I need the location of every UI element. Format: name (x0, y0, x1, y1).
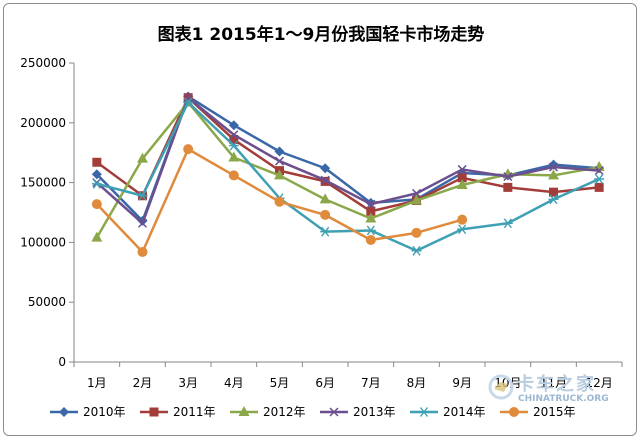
data-point-2014年-11月 (548, 194, 559, 205)
watermark-cn: 卡车之家 (516, 374, 596, 395)
series-line-2011年 (96, 96, 600, 213)
legend-label-2010年: 2010年 (83, 405, 126, 419)
y-tick-label: 200000 (20, 116, 66, 130)
data-point-2015年-5月 (274, 196, 285, 207)
x-tick-label: 4月 (224, 376, 244, 390)
data-point-2012年-11月 (548, 169, 559, 180)
watermark-logo: 卡车之家 CHINATRUCK.ORG (486, 370, 618, 414)
x-tick-label: 12月 (586, 376, 613, 390)
data-point-2014年-1月 (91, 178, 102, 189)
data-point-2011年-4月 (229, 135, 239, 145)
data-point-2013年-9月 (457, 164, 467, 174)
data-point-2011年-1月 (92, 157, 102, 167)
y-tick-label: 250000 (20, 56, 66, 70)
data-point-2014年-6月 (320, 226, 331, 237)
data-point-2013年-12月 (594, 166, 604, 176)
legend-label-2015年: 2015年 (533, 405, 576, 419)
data-point-2015年-9月 (457, 214, 468, 225)
data-point-2015年-7月 (365, 235, 376, 246)
data-point-2014年-4月 (228, 140, 239, 151)
data-point-2012年-1月 (91, 231, 103, 242)
x-tick-label: 6月 (315, 376, 335, 390)
data-point-2013年-2月 (137, 218, 148, 228)
data-point-2011年-9月 (457, 173, 467, 183)
data-point-2012年-8月 (411, 194, 422, 205)
data-point-2014年-3月 (183, 97, 194, 108)
data-point-2015年-6月 (320, 209, 331, 220)
data-point-2014年-8月 (411, 245, 422, 256)
data-point-2012年-7月 (365, 212, 377, 223)
data-point-2015年-4月 (228, 170, 239, 181)
data-point-2014年-9月 (457, 224, 468, 235)
data-point-2015年-1月 (91, 199, 102, 210)
data-point-2012年-4月 (228, 151, 240, 162)
x-tick-label: 3月 (178, 376, 198, 390)
legend-label-2014年: 2014年 (443, 405, 486, 419)
legend-marker-2011年 (149, 407, 159, 417)
watermark-en: CHINATRUCK.ORG (518, 394, 609, 404)
data-point-2012年-6月 (319, 193, 331, 204)
y-tick-label: 0 (58, 355, 66, 369)
data-point-2010年-5月 (274, 146, 285, 157)
data-point-2010年-6月 (320, 163, 331, 174)
legend-label-2012年: 2012年 (263, 405, 306, 419)
legend-marker-2015年 (509, 407, 519, 417)
data-point-2012年-2月 (137, 152, 148, 163)
series-line-2014年 (96, 101, 600, 253)
series-line-2010年 (95, 95, 600, 223)
x-tick-label: 7月 (361, 376, 381, 390)
data-point-2011年-12月 (594, 182, 604, 192)
y-tick-label: 100000 (20, 235, 66, 249)
data-point-2015年-2月 (137, 246, 148, 257)
y-tick-label: 50000 (28, 295, 66, 309)
data-point-2013年-8月 (411, 188, 422, 198)
data-point-2014年-12月 (594, 174, 605, 184)
series-line-2013年 (96, 96, 600, 225)
chart-title: 图表1 2015年1～9月份我国轻卡市场走势 (157, 25, 485, 45)
data-point-2014年-2月 (137, 190, 148, 201)
data-point-2013年-6月 (320, 175, 330, 185)
data-point-2011年-7月 (366, 206, 376, 216)
x-tick-label: 1月 (87, 376, 107, 390)
data-point-2011年-11月 (549, 187, 558, 197)
legend-label-2013年: 2013年 (353, 405, 396, 419)
data-point-2014年-10月 (502, 218, 513, 229)
x-tick-label: 2月 (133, 376, 153, 390)
legend-marker-2014年 (419, 407, 429, 417)
series-line-2012年 (95, 101, 600, 239)
data-point-2013年-4月 (229, 130, 239, 140)
legend-marker-2012年 (238, 406, 250, 416)
data-point-2013年-3月 (183, 93, 193, 103)
data-point-2012年-9月 (456, 178, 468, 189)
data-point-2013年-7月 (366, 199, 376, 209)
x-tick-label: 9月 (452, 376, 472, 390)
x-tick-label: 5月 (270, 376, 290, 390)
truck-logo-icon (488, 374, 514, 400)
data-point-2010年-1月 (91, 169, 102, 180)
data-point-2010年-4月 (228, 120, 239, 131)
data-point-2013年-11月 (548, 162, 559, 172)
data-point-2013年-5月 (274, 156, 285, 166)
legend-label-2011年: 2011年 (173, 405, 216, 419)
x-tick-label: 11月 (540, 376, 567, 390)
x-tick-label: 8月 (407, 376, 427, 390)
y-tick-label: 150000 (20, 176, 66, 190)
data-point-2012年-5月 (274, 169, 285, 180)
data-point-2015年-8月 (411, 227, 422, 238)
data-point-2013年-10月 (503, 172, 513, 182)
data-point-2015年-3月 (183, 144, 194, 155)
legend-marker-2010年 (59, 407, 69, 417)
data-point-2014年-7月 (365, 225, 376, 236)
data-point-2011年-10月 (503, 182, 513, 192)
legend-marker-2013年 (329, 407, 339, 417)
